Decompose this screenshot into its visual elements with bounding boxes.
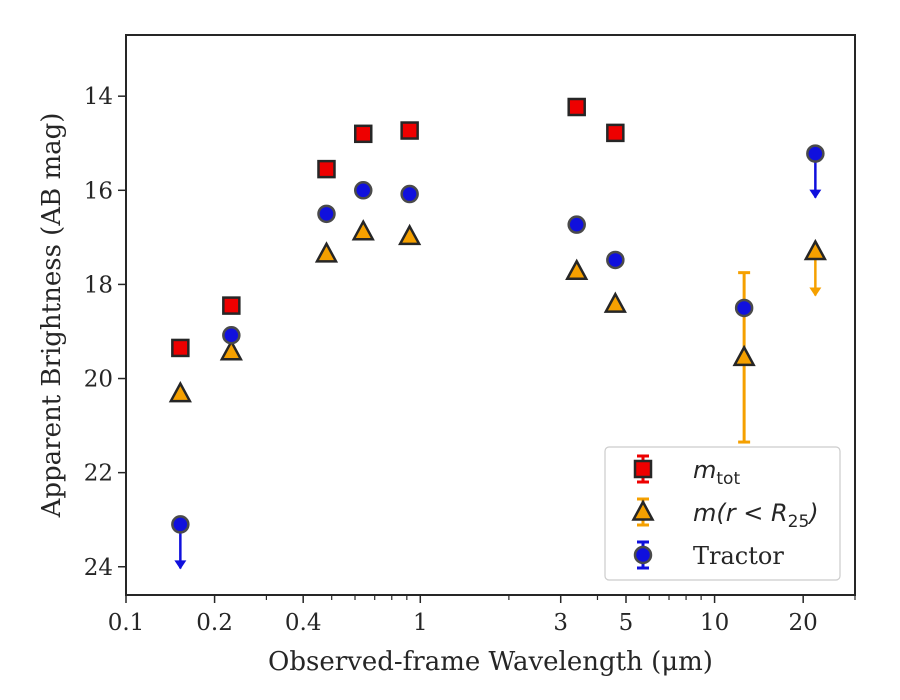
legend: mtot m(r < R25) Tractor <box>604 446 841 581</box>
data-point <box>400 184 419 204</box>
series-circle <box>171 144 825 570</box>
x-tick-label: 0.4 <box>285 610 322 636</box>
data-point <box>734 298 754 318</box>
data-point <box>732 271 756 444</box>
series-square <box>171 97 625 358</box>
legend-marker-square <box>633 459 653 479</box>
x-tick-label: 5 <box>619 610 634 636</box>
data-point <box>567 97 586 117</box>
data-point <box>171 515 190 570</box>
marker-square <box>171 338 190 358</box>
data-point <box>351 219 375 241</box>
y-tick-label: 22 <box>84 461 113 487</box>
data-point <box>567 215 586 234</box>
data-point <box>565 258 589 280</box>
data-point <box>606 250 625 270</box>
marker-triangle <box>314 241 339 263</box>
data-point <box>398 223 422 246</box>
x-tick-label: 1 <box>413 610 428 636</box>
data-point <box>168 380 192 403</box>
marker-square <box>400 121 419 140</box>
marker-triangle <box>603 291 627 313</box>
marker-triangle <box>168 380 192 403</box>
legend-marker-circle <box>633 545 653 565</box>
data-point <box>317 204 336 224</box>
data-point <box>222 296 241 315</box>
data-point <box>317 159 336 179</box>
marker-square <box>567 97 586 117</box>
marker-circle <box>606 250 625 270</box>
data-point <box>606 123 625 143</box>
y-tick-label: 20 <box>84 367 113 393</box>
data-point <box>222 325 241 345</box>
data-point <box>171 338 190 358</box>
marker-circle <box>171 515 190 534</box>
data-point <box>400 121 419 140</box>
axes: 0.1 0.2 0.4 1 3 5 10 20 14 16 18 20 22 24 Observed-fra… <box>37 34 856 677</box>
marker-circle <box>400 184 419 204</box>
marker-triangle <box>351 219 375 241</box>
plot-frame <box>125 34 856 596</box>
data-point <box>219 339 243 361</box>
data-point <box>354 124 373 144</box>
legend-entry-square: mtot <box>633 454 740 489</box>
marker-square <box>222 296 241 315</box>
marker-square <box>606 123 625 143</box>
x-axis-label: Observed-frame Wavelength (μm) <box>268 647 713 677</box>
upper-limit-arrow-head <box>174 560 187 570</box>
upper-limit-arrow-head <box>809 189 822 199</box>
x-tick-label: 3 <box>553 610 568 636</box>
marker-triangle <box>219 339 243 361</box>
marker-triangle <box>565 258 589 280</box>
y-tick-label: 16 <box>84 178 113 204</box>
y-tick-label: 14 <box>84 84 113 110</box>
data-point <box>354 181 373 200</box>
marker-triangle <box>398 223 422 246</box>
x-tick-label: 0.2 <box>196 610 233 636</box>
marker-circle <box>734 298 754 318</box>
data-layer <box>168 97 827 570</box>
x-tick-label: 20 <box>789 610 818 636</box>
marker-circle <box>317 204 336 224</box>
y-axis-label: Apparent Brightness (AB mag) <box>37 113 67 519</box>
legend-entry-circle: Tractor <box>633 540 784 570</box>
data-point <box>806 144 825 199</box>
data-point <box>314 241 339 263</box>
upper-limit-arrow-head <box>809 287 822 297</box>
legend-entry-triangle: m(r < R25) <box>631 497 819 532</box>
data-point <box>603 291 627 313</box>
x-tick-label: 0.1 <box>108 610 145 636</box>
x-tick-label: 10 <box>700 610 729 636</box>
marker-circle <box>806 144 825 163</box>
marker-circle <box>567 215 586 234</box>
legend-marker-triangle <box>631 499 655 521</box>
data-point <box>803 238 827 297</box>
y-tick-label: 24 <box>84 555 113 581</box>
y-tick-label: 18 <box>84 272 113 298</box>
marker-circle <box>222 325 241 345</box>
marker-triangle <box>803 238 827 261</box>
legend-box <box>604 446 841 581</box>
series-triangle <box>168 219 827 444</box>
marker-square <box>354 124 373 144</box>
legend-label: mtot <box>693 456 740 489</box>
marker-square <box>317 159 336 179</box>
marker-circle <box>354 181 373 200</box>
marker-triangle <box>732 344 756 367</box>
legend-label: Tractor <box>693 542 784 570</box>
legend-label: m(r < R25) <box>693 499 819 532</box>
